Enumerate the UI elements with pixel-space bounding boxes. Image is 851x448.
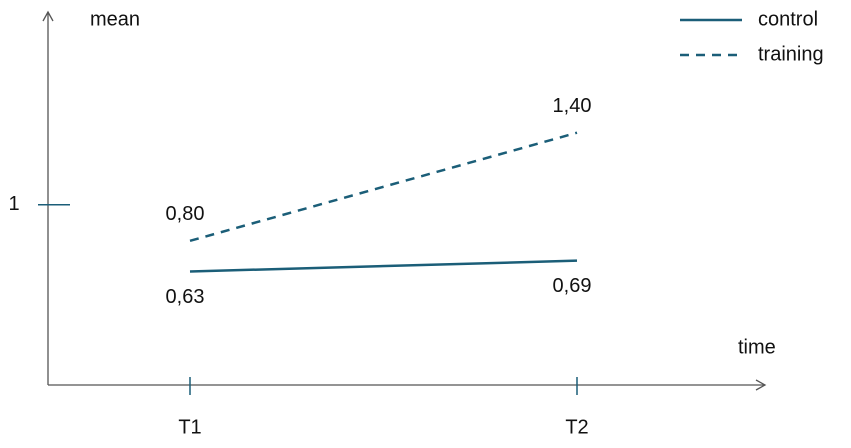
- legend-label: control: [758, 8, 818, 30]
- x-tick-label: T2: [565, 416, 588, 438]
- x-axis-label: time: [738, 336, 776, 358]
- series-line: [189, 259, 578, 273]
- y-axis-label: mean: [90, 8, 140, 30]
- data-label: 1,40: [553, 95, 592, 117]
- data-label: 0,69: [553, 275, 592, 297]
- y-tick-label: 1: [8, 193, 19, 215]
- legend-label: training: [758, 43, 824, 65]
- x-tick-label: T1: [178, 416, 201, 438]
- data-label: 0,63: [166, 286, 205, 308]
- series-line: [189, 131, 578, 243]
- data-label: 0,80: [166, 203, 205, 225]
